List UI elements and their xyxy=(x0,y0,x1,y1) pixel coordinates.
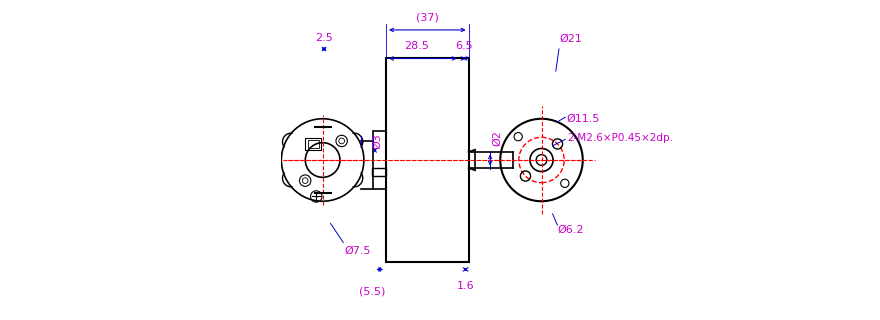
Text: 6.5: 6.5 xyxy=(455,41,473,51)
Text: Ø2: Ø2 xyxy=(492,130,502,146)
Bar xyxy=(386,59,468,261)
Bar xyxy=(305,138,321,150)
Text: Ø7.5: Ø7.5 xyxy=(345,246,371,256)
Text: (5.5): (5.5) xyxy=(359,287,385,297)
Text: 1.6: 1.6 xyxy=(457,281,474,291)
Text: Ø6.2: Ø6.2 xyxy=(557,225,583,235)
Text: 2.5: 2.5 xyxy=(315,33,334,43)
Bar xyxy=(373,132,386,188)
Bar xyxy=(308,140,319,148)
Text: Ø3: Ø3 xyxy=(372,133,382,149)
Text: 2-M2.6×P0.45×2dp.: 2-M2.6×P0.45×2dp. xyxy=(567,133,673,143)
Text: (37): (37) xyxy=(416,12,439,22)
Text: 28.5: 28.5 xyxy=(404,41,429,51)
Bar xyxy=(371,168,386,176)
Text: Ø11.5: Ø11.5 xyxy=(567,114,600,124)
Text: Ø21: Ø21 xyxy=(559,34,582,44)
